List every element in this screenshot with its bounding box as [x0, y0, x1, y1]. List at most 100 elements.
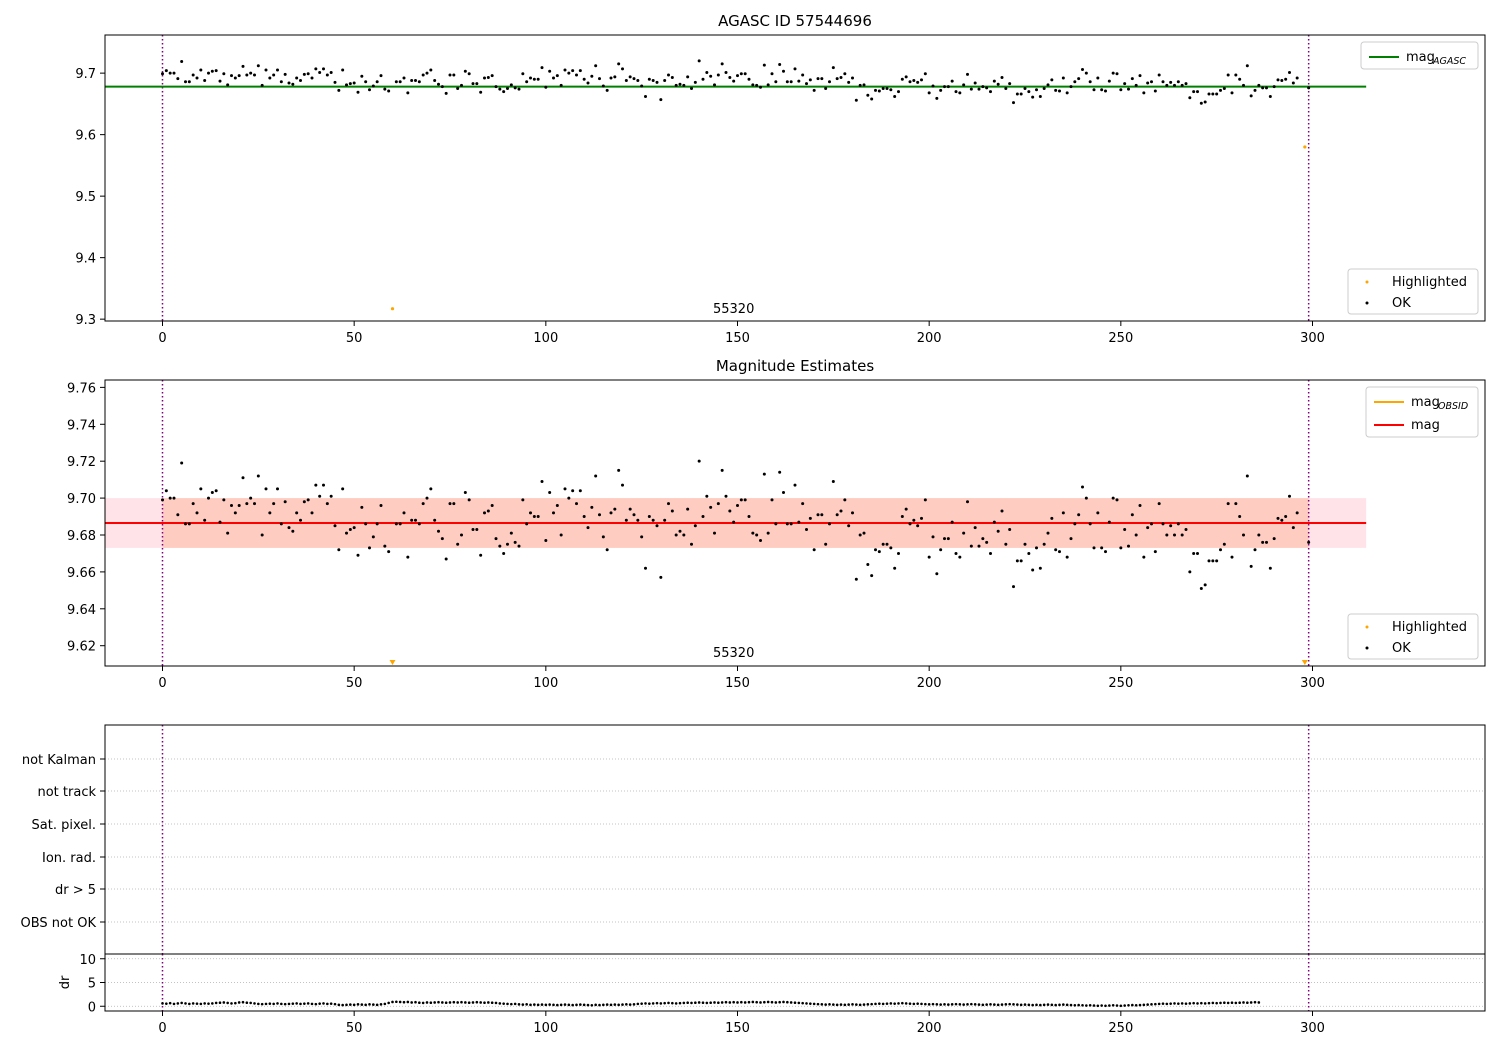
ok-point: [644, 566, 647, 570]
dr-point: [1134, 1004, 1138, 1007]
ok-point: [506, 87, 509, 91]
dr-point: [471, 1001, 475, 1004]
dr-point: [276, 1002, 279, 1005]
x-tick-label: 250: [1108, 331, 1133, 346]
dr-point: [1253, 1000, 1257, 1004]
ok-point: [920, 78, 923, 82]
ok-point: [1046, 531, 1050, 535]
dr-point: [636, 1002, 640, 1006]
ok-point: [720, 62, 724, 66]
ok-point: [1146, 526, 1150, 530]
ok-point: [176, 77, 180, 81]
dr-point: [674, 1002, 678, 1005]
x-tick-label: 300: [1300, 331, 1325, 346]
ok-point: [1123, 82, 1127, 86]
ok-point: [1042, 87, 1046, 91]
ok-point: [1230, 555, 1234, 559]
dr-point: [1058, 1003, 1061, 1007]
ok-point: [854, 577, 858, 581]
ok-point: [237, 74, 241, 78]
ok-point: [559, 83, 563, 87]
ok-point: [624, 518, 628, 522]
ok-point: [1134, 83, 1138, 87]
ok-point: [1061, 511, 1065, 515]
dr-point: [1150, 1003, 1153, 1006]
ok-point: [513, 540, 517, 544]
ok-point: [805, 527, 808, 531]
ok-point: [203, 518, 207, 522]
dr-point: [245, 1001, 249, 1004]
ok-point: [199, 487, 203, 491]
ok-point: [1307, 86, 1311, 90]
ok-point: [1153, 89, 1157, 93]
ok-point: [529, 511, 532, 515]
ok-point: [245, 73, 249, 77]
ok-point: [425, 71, 429, 75]
dr-point: [1173, 1002, 1176, 1005]
ok-point: [835, 513, 839, 517]
dr-point: [1023, 1003, 1027, 1006]
ok-point: [801, 502, 805, 506]
ok-point: [490, 74, 494, 78]
x-tick-label: 100: [533, 331, 558, 346]
dr-point: [1169, 1002, 1172, 1005]
ok-point: [195, 76, 199, 80]
ok-point: [713, 83, 716, 87]
ok-point: [751, 83, 755, 87]
dr-point: [1069, 1003, 1073, 1007]
ok-point: [295, 511, 299, 515]
ok-point: [1123, 527, 1127, 531]
ok-point: [950, 79, 954, 83]
dr-point: [230, 1002, 233, 1005]
ok-point: [743, 72, 747, 76]
ok-point: [1203, 100, 1207, 104]
ok-point: [394, 522, 398, 526]
ok-point: [1184, 527, 1188, 531]
ok-point: [302, 500, 306, 504]
dr-point: [544, 1003, 548, 1007]
ok-point: [1019, 92, 1023, 96]
y-tick-label: 9.4: [75, 252, 96, 267]
ok-point: [1207, 559, 1211, 563]
ok-point: [1054, 88, 1058, 92]
ok-point: [1146, 81, 1150, 85]
ok-point: [1000, 509, 1004, 513]
ok-point: [916, 80, 920, 84]
dr-point: [487, 1001, 490, 1004]
ok-point: [858, 533, 862, 537]
ok-point: [759, 539, 762, 543]
ok-point: [268, 511, 272, 515]
ok-point: [222, 498, 226, 502]
ok-point: [279, 80, 283, 84]
dr-point: [655, 1001, 659, 1005]
dr-point: [1039, 1003, 1042, 1007]
ok-point: [233, 76, 237, 80]
dr-point: [525, 1003, 528, 1006]
ok-point: [605, 548, 609, 552]
flag-row-label: not track: [37, 785, 96, 800]
ok-point: [670, 75, 674, 79]
y-tick-label: 9.70: [67, 492, 96, 507]
dr-point: [498, 1002, 502, 1005]
ok-point: [417, 80, 421, 84]
dr-points: [161, 1000, 1261, 1008]
dr-point: [360, 1003, 364, 1006]
dr-point: [843, 1003, 847, 1007]
ok-point: [506, 542, 509, 546]
ok-point: [383, 87, 387, 91]
ok-point: [644, 95, 647, 99]
dr-point: [1165, 1002, 1169, 1006]
ok-point: [697, 59, 701, 63]
ok-point: [333, 80, 337, 84]
ok-point: [544, 539, 548, 543]
ok-point: [1284, 515, 1288, 519]
y-tick-label: 9.6: [75, 129, 96, 144]
dr-point: [552, 1003, 555, 1007]
ok-point: [287, 81, 291, 85]
y-tick-label: 0: [88, 1000, 96, 1015]
ok-point: [939, 88, 943, 92]
ok-point: [989, 551, 992, 555]
dr-point: [1077, 1003, 1080, 1007]
ok-point: [874, 548, 877, 552]
ok-point: [364, 522, 368, 526]
